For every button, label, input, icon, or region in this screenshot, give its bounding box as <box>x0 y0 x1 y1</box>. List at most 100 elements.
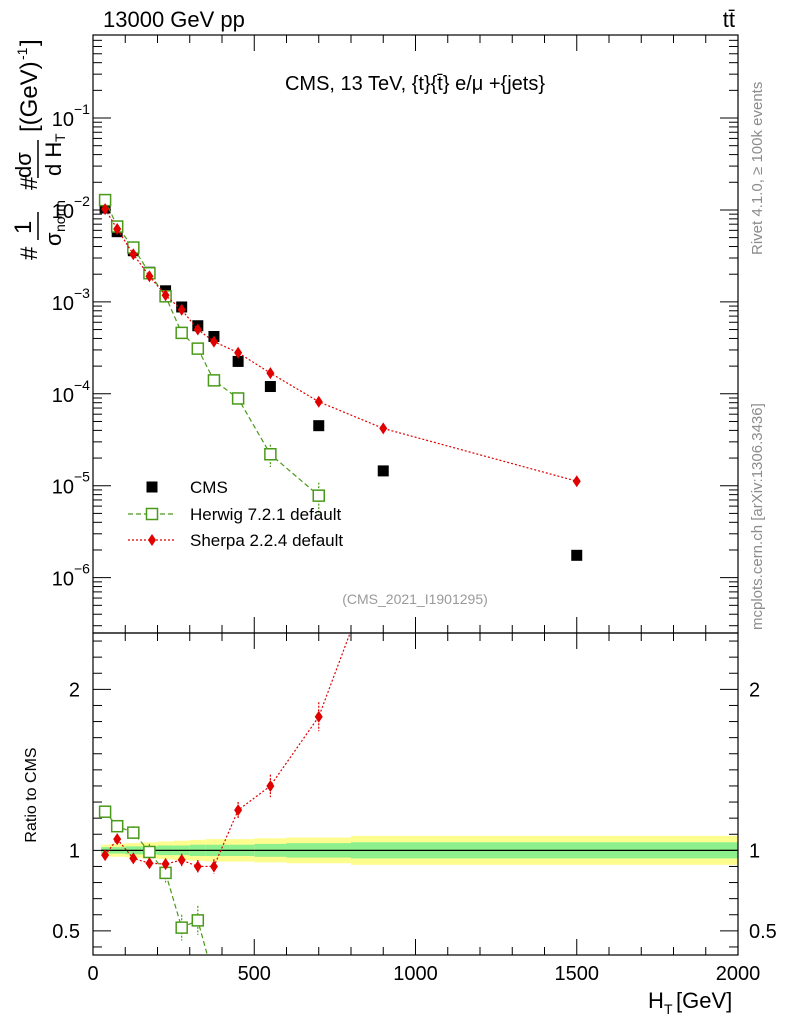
ratio-frame <box>92 632 739 956</box>
main-data-point <box>191 342 205 355</box>
y-tick-exponent: −1 <box>74 101 90 117</box>
ratio-series-line <box>104 633 351 868</box>
main-data-point <box>266 367 275 380</box>
main-y-axis-label: # 1 σ norm # dσ d H T [(GeV) -1 ] <box>10 39 68 260</box>
y-tick-label: 10 <box>52 477 74 499</box>
main-data-point <box>234 346 243 359</box>
ratio-y-tick-label: 1 <box>69 840 80 862</box>
ratio-data-point <box>266 779 275 792</box>
main-data-point <box>571 549 583 561</box>
svg-text:norm: norm <box>52 200 68 232</box>
ratio-axis-ticks: 0.5 0.5 1 1 2 2 0 500 1000 1500 2000 <box>52 640 777 985</box>
mcplots-label: mcplots.cern.ch [arXiv:1306.3436] <box>749 403 766 630</box>
legend-marker <box>145 507 159 521</box>
svg-text:#: # <box>16 176 43 190</box>
svg-text:]: ] <box>16 39 43 46</box>
ratio-y-axis-label: Ratio to CMS <box>23 747 40 842</box>
main-data-point <box>129 248 138 261</box>
y-tick-label: 10 <box>52 385 74 407</box>
ratio-data-point <box>161 858 170 871</box>
svg-text:dσ: dσ <box>11 152 36 178</box>
main-data-point <box>231 392 245 405</box>
x-tick-label: 1000 <box>393 963 438 985</box>
ratio-data-point <box>314 710 323 723</box>
ratio-data-point <box>208 974 219 985</box>
main-data-point <box>314 395 323 408</box>
ratio-data-point <box>113 833 122 846</box>
ratio-data-point <box>191 914 205 927</box>
process-header: tt̄ <box>723 7 735 32</box>
ratio-data-point <box>110 819 124 833</box>
svg-text:T: T <box>664 1001 673 1017</box>
ratio-data-point <box>193 860 202 873</box>
x-tick-label: 0 <box>87 963 98 985</box>
x-axis-label: H T [GeV] <box>648 988 732 1017</box>
x-tick-label: 2000 <box>716 963 761 985</box>
y-tick-label: 10 <box>52 293 74 315</box>
legend-label: Sherpa 2.2.4 default <box>190 531 343 550</box>
svg-text:#: # <box>16 246 43 260</box>
y-tick-exponent: −2 <box>74 193 90 209</box>
main-data-point <box>113 223 122 236</box>
x-tick-label: 500 <box>238 963 271 985</box>
ratio-y-tick-label-right: 2 <box>749 679 760 701</box>
y-tick-label: 10 <box>52 569 74 591</box>
ratio-data-point <box>101 849 110 862</box>
main-data-point <box>207 374 221 387</box>
legend-label: Herwig 7.2.1 default <box>190 505 341 524</box>
rivet-label: Rivet 4.1.0, ≥ 100k events <box>749 82 766 255</box>
main-data-point <box>193 323 202 336</box>
svg-text:H: H <box>648 988 664 1013</box>
main-data-point <box>177 303 186 316</box>
main-data-point <box>232 355 244 367</box>
ratio-data-point <box>127 826 140 839</box>
main-data-point <box>175 326 188 340</box>
main-data-point <box>209 335 218 348</box>
legend-marker <box>148 534 156 546</box>
main-data-point <box>572 475 581 488</box>
ratio-bands <box>101 835 738 865</box>
y-tick-label: 10 <box>52 201 74 223</box>
svg-text:1: 1 <box>10 221 37 234</box>
legend-label: CMS <box>190 478 228 497</box>
y-tick-exponent: −6 <box>74 561 90 577</box>
main-axis-ticks: 10−610−510−410−310−210−1 <box>52 34 739 955</box>
analysis-id: (CMS_2021_I1901295) <box>342 591 488 607</box>
svg-text:d H: d H <box>41 142 66 176</box>
ratio-data-point <box>234 804 243 817</box>
ratio-data-point <box>209 860 218 873</box>
main-series <box>98 193 583 561</box>
ratio-y-tick-label-right: 1 <box>749 840 760 862</box>
main-data-point <box>101 203 110 216</box>
legend-marker <box>146 481 158 493</box>
ratio-data-point <box>379 538 387 550</box>
y-tick-label: 10 <box>52 109 74 131</box>
ratio-data-point <box>98 805 112 818</box>
ratio-data-point <box>175 921 188 934</box>
ratio-data-point <box>177 854 186 867</box>
svg-text:σ: σ <box>41 232 66 246</box>
ratio-y-tick-label: 2 <box>69 679 80 701</box>
main-data-point <box>161 289 170 302</box>
ratio-series <box>98 538 387 985</box>
main-data-point <box>264 381 276 393</box>
main-data-point <box>313 420 325 432</box>
ratio-y-tick-label-right: 0.5 <box>749 921 777 943</box>
main-data-point <box>312 489 325 502</box>
svg-text:-1: -1 <box>14 47 30 60</box>
ratio-y-tick-label: 0.5 <box>52 921 80 943</box>
y-tick-exponent: −3 <box>74 285 90 301</box>
svg-text:T: T <box>52 133 68 142</box>
y-tick-exponent: −5 <box>74 469 90 485</box>
svg-text:[(GeV): [(GeV) <box>16 61 43 132</box>
energy-header: 13000 GeV pp <box>103 7 245 32</box>
main-data-point <box>379 422 388 435</box>
x-tick-label: 1500 <box>555 963 600 985</box>
plot-title: CMS, 13 TeV, {t}{t̄} e/μ +{jets} <box>285 73 545 95</box>
main-data-point <box>264 447 277 461</box>
svg-text:[GeV]: [GeV] <box>676 988 732 1013</box>
ratio-data-point <box>129 852 138 865</box>
ratio-data-point <box>145 857 154 870</box>
main-series-line <box>104 208 577 482</box>
main-data-point <box>145 270 154 283</box>
